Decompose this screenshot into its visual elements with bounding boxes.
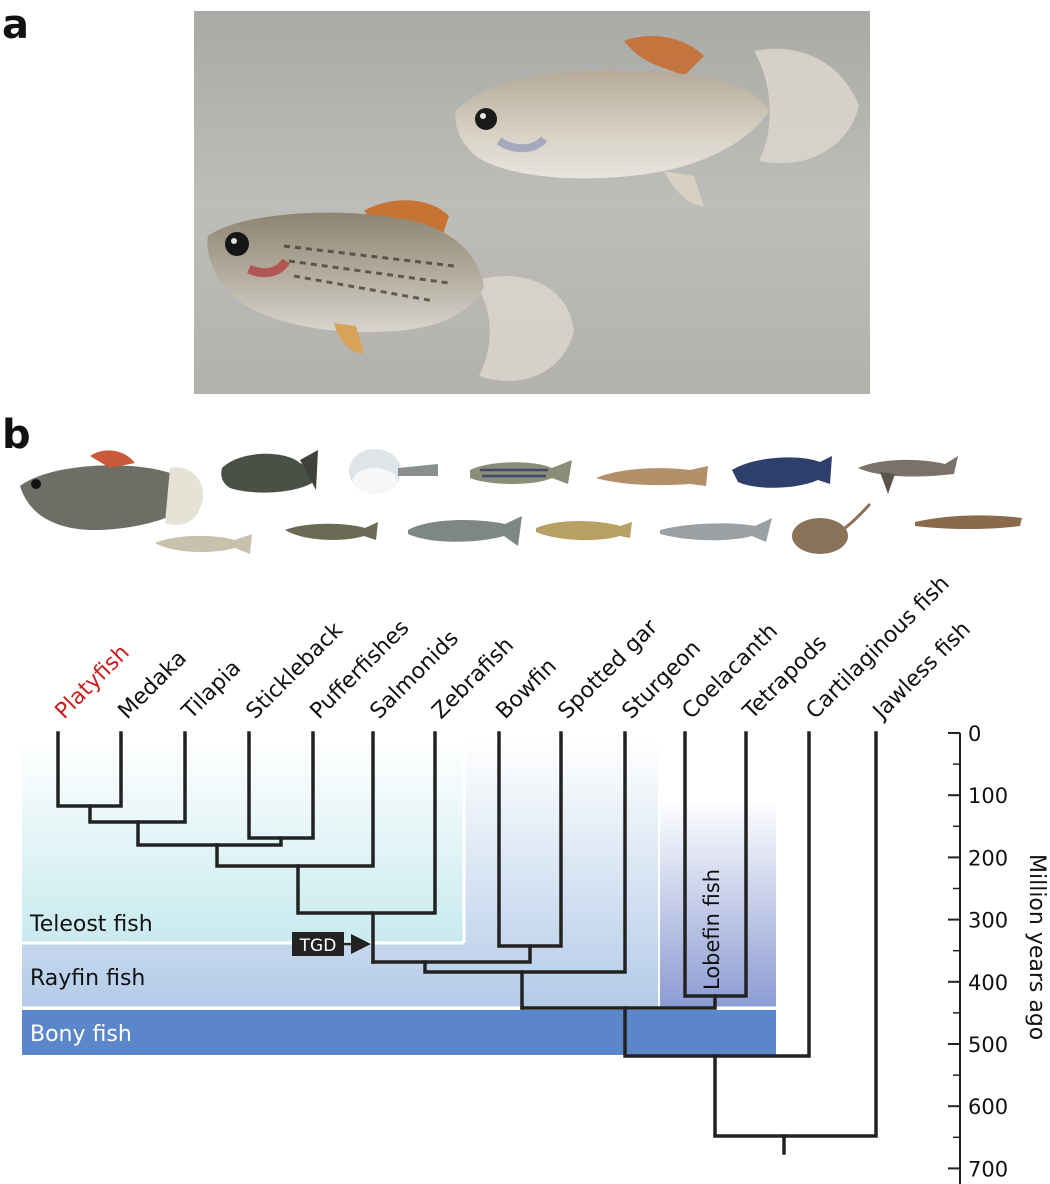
bowfin-thumbnail [536,521,632,541]
branch-zebrafish [296,731,437,915]
mouse-thumbnail [792,502,872,554]
salmon-thumbnail [408,516,522,546]
coelacanth-thumbnail [732,456,832,488]
axis-tick-label: 700 [968,1157,1008,1181]
axis-title: Million years ago [1024,854,1049,1040]
tgd-label: TGD [299,936,337,956]
axis-tick-label: 0 [968,722,981,746]
branch-vertebrates [713,731,878,1138]
species-labels: PlatyfishMedakaTilapiaSticklebackPufferf… [51,571,976,725]
platyfish-thumbnail [20,450,204,531]
fish-photo [194,11,870,394]
axis-tick-label: 400 [968,971,1008,995]
fish-photo-lower [207,200,574,381]
tree-branches [56,731,878,1155]
teleost-label: Teleost fish [29,912,153,937]
lobefin-region [660,800,776,1008]
tgd-marker[interactable]: TGD [292,932,371,956]
branch-gnathostomes [623,731,811,1058]
axis-tick-label: 300 [968,909,1008,933]
species-thumbnails [20,449,1022,554]
zebrafish-thumbnail [470,460,572,484]
shark-thumbnail [858,456,958,494]
teleost-region [22,740,464,942]
panel-label-b: b [2,412,31,458]
branch-percomorph [136,820,283,847]
branch-neopterygii [423,731,627,974]
panel-label-a: a [2,2,29,48]
axis-tick-label: 200 [968,846,1008,870]
lamprey-thumbnail [915,515,1022,529]
bichir-thumbnail [596,466,708,486]
lobefin-label: Lobefin fish [700,869,724,990]
axis-tick-label: 500 [968,1033,1008,1057]
bony-label: Bony fish [30,1022,132,1047]
rayfin-label: Rayfin fish [30,966,145,991]
axis-tick-label: 600 [968,1095,1008,1119]
branch-osteichthyes [520,994,717,1010]
bony-region [22,1010,776,1055]
branch-salmonids [215,731,375,868]
medaka-thumbnail [155,534,252,554]
stickleback-thumbnail [285,522,378,540]
fish-photo-upper [455,36,859,206]
axis-tick-label: 100 [968,784,1008,808]
pufferfish-thumbnail [349,449,438,494]
tilapia-thumbnail [221,450,318,493]
sturgeon-thumbnail [660,518,772,542]
time-axis: 0 100 200 300 400 500 600 700 [948,722,1008,1184]
